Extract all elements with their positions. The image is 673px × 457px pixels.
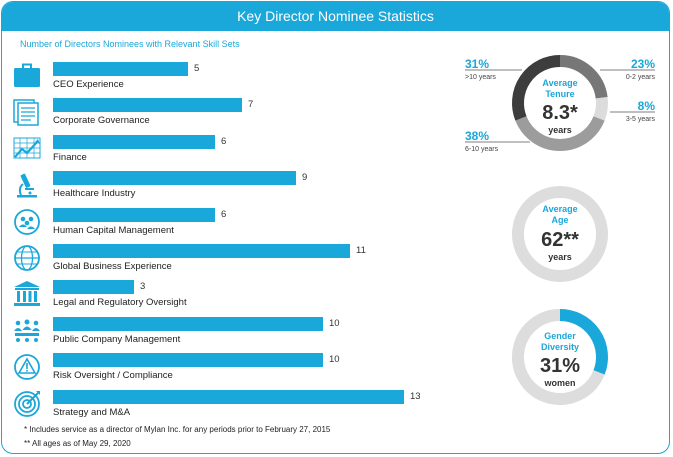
tenure-slice <box>593 96 608 121</box>
gender-center-value: 31% <box>540 355 580 377</box>
gender-slice <box>559 309 608 375</box>
tenure-pct-label: 38% <box>465 129 489 143</box>
skill-label: CEO Experience <box>53 79 124 90</box>
skill-row: 6 Human Capital Management <box>2 207 442 242</box>
skill-bar-value: 10 <box>329 354 340 366</box>
target-icon <box>12 390 42 418</box>
skill-bar-value: 9 <box>302 172 308 184</box>
skill-label: Corporate Governance <box>53 115 150 127</box>
bar-chart-title: Number of Directors Nominees with Releva… <box>20 39 240 49</box>
age-title-line2: Age <box>551 215 568 225</box>
footnote-1: * Includes service as a director of Myla… <box>24 425 331 434</box>
tenure-range-label: 0-2 years <box>626 74 656 81</box>
gender-title-line2: Diversity <box>541 342 579 352</box>
briefcase-icon <box>12 62 42 90</box>
skill-bar <box>53 207 215 222</box>
skill-bar-value: 11 <box>356 245 366 256</box>
tenure-pct-label: 8% <box>638 99 656 113</box>
skill-label: Public Company Management <box>53 333 181 345</box>
tenure-center-unit: years <box>548 125 572 135</box>
gender-title-line1: Gender <box>544 331 576 341</box>
tenure-slice <box>512 55 561 121</box>
documents-icon <box>12 98 42 127</box>
globe-icon <box>12 244 42 272</box>
group-meeting-icon <box>12 317 42 345</box>
skill-bar <box>53 244 350 258</box>
skill-bar-value: 7 <box>248 99 254 111</box>
microscope-icon <box>12 171 42 199</box>
tenure-title-line1: Average <box>542 78 577 88</box>
skill-bar <box>53 98 242 113</box>
skill-row: 11 Global Business Experience <box>2 244 442 278</box>
skill-bar-value: 5 <box>194 63 200 74</box>
age-ring <box>512 186 608 282</box>
skill-bar-value: 6 <box>221 135 227 147</box>
skill-label: Risk Oversight / Compliance <box>53 370 173 382</box>
age-center-unit: years <box>548 252 572 262</box>
header-title: Key Director Nominee Statistics <box>2 2 669 31</box>
skill-bar <box>53 171 296 186</box>
gender-center-unit: women <box>543 378 575 388</box>
skill-label: Legal and Regulatory Oversight <box>53 297 187 309</box>
tenure-slice <box>559 55 608 99</box>
tenure-slice <box>515 115 605 151</box>
skill-bar <box>53 62 188 76</box>
skill-bar <box>53 353 323 368</box>
tenure-range-label: 3-5 years <box>626 116 656 123</box>
skill-bar <box>53 134 215 149</box>
age-title-line1: Average <box>542 204 577 214</box>
skill-row: 10 Public Company Management <box>2 316 442 351</box>
footnote-2: ** All ages as of May 29, 2020 <box>24 439 131 448</box>
finance-chart-icon <box>12 135 42 163</box>
skill-row: 7 Corporate Governance <box>2 98 442 132</box>
skill-label: Human Capital Management <box>53 224 174 236</box>
skill-row: 6 Finance <box>2 134 442 169</box>
skill-bar-value: 10 <box>329 317 340 329</box>
tenure-range-label: 6-10 years <box>465 146 499 153</box>
skill-bar-value: 3 <box>140 281 146 293</box>
courthouse-icon <box>12 280 42 308</box>
skill-label: Global Business Experience <box>53 261 172 272</box>
tenure-range-label: >10 years <box>465 74 496 81</box>
gender-slice <box>512 309 605 405</box>
skill-bar-value: 13 <box>410 390 421 402</box>
skill-label: Finance <box>53 151 87 163</box>
people-cycle-icon <box>12 208 42 236</box>
skill-bar <box>53 280 134 295</box>
tenure-title-line2: Tenure <box>545 89 574 99</box>
age-center-value: 62** <box>541 229 579 251</box>
skill-row: 9 Healthcare Industry <box>2 171 442 205</box>
tenure-pct-label: 31% <box>465 57 489 71</box>
skill-bar <box>53 389 404 404</box>
skill-bar-value: 6 <box>221 208 227 220</box>
skill-label: Healthcare Industry <box>53 188 136 200</box>
skill-row: 3 Legal and Regulatory Oversight <box>2 280 442 314</box>
warning-icon <box>12 353 42 381</box>
skill-row: 5 CEO Experience <box>2 62 442 96</box>
tenure-center-value: 8.3* <box>542 102 578 124</box>
skill-row: 10 Risk Oversight / Compliance <box>2 353 442 387</box>
tenure-pct-label: 23% <box>631 57 655 71</box>
skill-row: 13 Strategy and M&A <box>2 389 442 424</box>
skill-label: Strategy and M&A <box>53 406 131 418</box>
skill-bar <box>53 316 323 331</box>
